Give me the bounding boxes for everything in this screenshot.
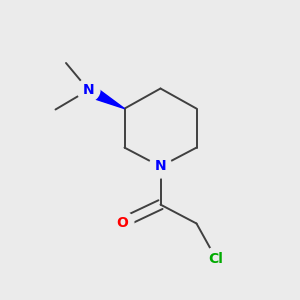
Circle shape [205, 247, 227, 270]
Text: N: N [155, 160, 166, 173]
Text: O: O [116, 216, 128, 230]
Circle shape [111, 211, 134, 234]
Text: N: N [83, 83, 94, 97]
Circle shape [149, 155, 172, 178]
Circle shape [77, 79, 100, 101]
Text: Cl: Cl [208, 252, 224, 266]
Polygon shape [85, 84, 124, 109]
